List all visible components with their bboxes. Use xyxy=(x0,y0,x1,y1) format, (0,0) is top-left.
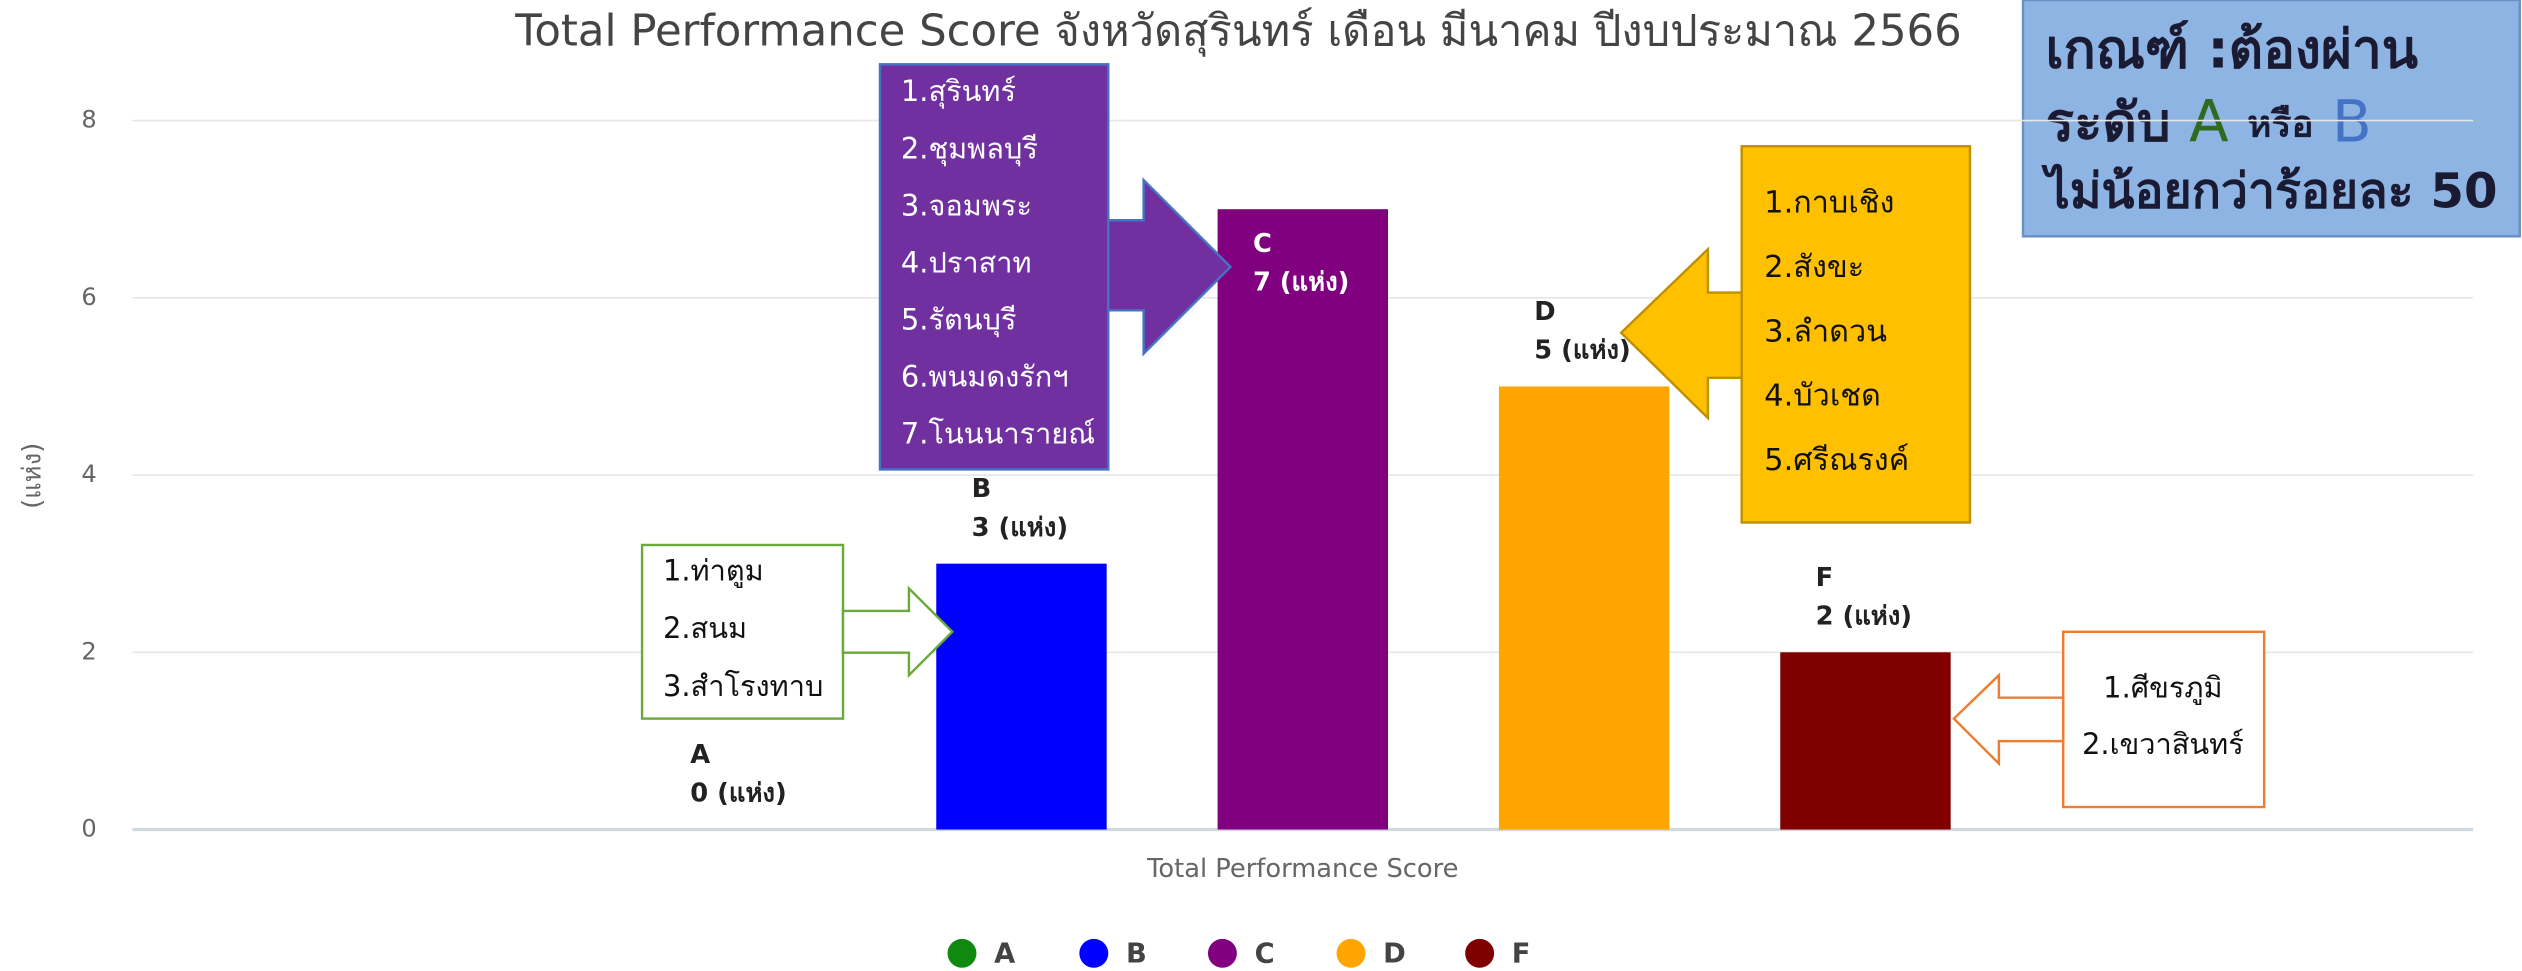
callout-item: 3.ลำดวน xyxy=(1764,314,1887,349)
data-label: 3 (แห่ง) xyxy=(972,513,1068,543)
callout-item: 2.สังขะ xyxy=(1764,250,1864,285)
criteria-text: หรือ xyxy=(2247,102,2313,145)
legend-label: D xyxy=(1383,938,1406,969)
x-tick-label: Total Performance Score xyxy=(1146,854,1458,884)
criteria-line: เกณฑ์ :ต้องผ่าน xyxy=(2046,19,2419,81)
callout-box xyxy=(878,63,1110,471)
criteria-line: ระดับ A หรือ B xyxy=(2046,88,2372,156)
callout-arrow xyxy=(1952,672,2065,767)
legend-swatch xyxy=(1207,938,1237,968)
bar xyxy=(1780,652,1951,830)
data-label-name: F xyxy=(1816,563,1834,593)
y-tick-label: 0 xyxy=(81,815,96,843)
callout-item: 5.ศรีณรงค์ xyxy=(1764,443,1909,478)
callout-item: 4.ปราสาท xyxy=(901,245,1032,279)
legend-label: A xyxy=(994,938,1015,969)
callout-box xyxy=(1740,145,1972,524)
data-label: 0 (แห่ง) xyxy=(690,779,786,809)
callout-item: 1.ท่าตูม xyxy=(663,553,764,588)
data-label: 2 (แห่ง) xyxy=(1816,601,1912,631)
callout-arrow xyxy=(841,585,955,679)
y-tick-label: 4 xyxy=(81,460,96,488)
y-tick-label: 8 xyxy=(81,106,96,134)
callout-arrow xyxy=(1619,246,1743,421)
y-tick-label: 2 xyxy=(81,637,96,665)
callout-item: 7.โนนนารายณ์ xyxy=(901,417,1095,451)
callout-item: 4.บัวเชด xyxy=(1764,379,1881,414)
callout-arrow xyxy=(1107,177,1233,357)
callout-item: 1.สุรินทร์ xyxy=(901,74,1016,109)
legend-swatch xyxy=(1465,938,1495,968)
data-label-name: D xyxy=(1534,297,1555,327)
callout-item: 2.สนม xyxy=(663,611,747,645)
legend-swatch xyxy=(1336,938,1366,968)
legend-swatch xyxy=(1079,938,1109,968)
callout-box xyxy=(2061,630,2266,809)
callout-item: 1.กาบเชิง xyxy=(1764,186,1894,221)
callout-item: 1.ศีขรภูมิ xyxy=(2103,671,2222,706)
bar xyxy=(936,563,1107,830)
legend-label: C xyxy=(1255,938,1275,969)
legend-label: F xyxy=(1512,938,1531,969)
criteria-box xyxy=(2021,0,2521,238)
callout-item: 2.ชุมพลบุรี xyxy=(901,131,1038,166)
data-label-name: B xyxy=(972,474,992,504)
data-label: 5 (แห่ง) xyxy=(1534,336,1630,366)
bar xyxy=(1498,386,1670,830)
callout-item: 5.รัตนบุรี xyxy=(901,303,1017,338)
criteria-grade: A xyxy=(2189,88,2229,156)
callout-item: 3.สำโรงทาบ xyxy=(663,669,823,703)
chart-title: Total Performance Score จังหวัดสุรินทร์ … xyxy=(514,6,1962,57)
data-label-name: A xyxy=(690,740,710,770)
criteria-text: ระดับ xyxy=(2046,91,2171,153)
legend-swatch xyxy=(947,938,977,968)
data-label-name: C xyxy=(1253,229,1272,259)
callout-item: 2.เขวาสินทร์ xyxy=(2082,727,2244,761)
callout-item: 3.จอมพระ xyxy=(901,188,1032,222)
criteria-line: ไม่น้อยกว่าร้อยละ 50 xyxy=(2041,163,2498,220)
legend-label: B xyxy=(1126,938,1147,969)
y-axis-label: (แห่ง) xyxy=(17,443,47,509)
callout-item: 6.พนมดงรักฯ xyxy=(901,360,1069,394)
y-tick-label: 6 xyxy=(81,283,96,311)
criteria-grade: B xyxy=(2332,88,2372,156)
bar xyxy=(1217,209,1389,830)
data-label: 7 (แห่ง) xyxy=(1253,268,1349,298)
